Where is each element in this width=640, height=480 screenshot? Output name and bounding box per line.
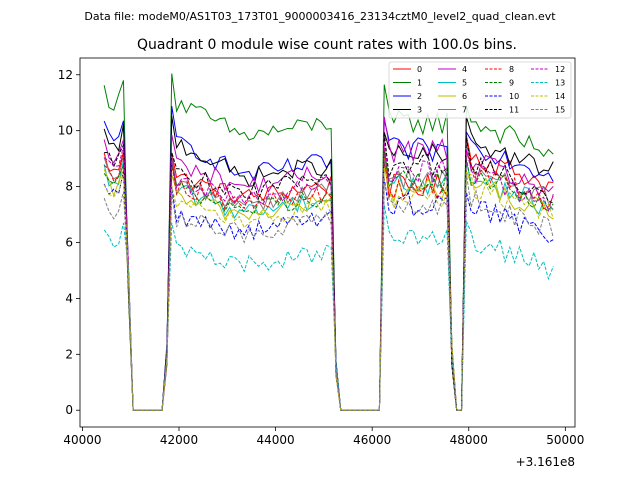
legend-label-8: 8 bbox=[509, 65, 514, 74]
series-line-10 bbox=[103, 171, 554, 411]
x-tick-label: 48000 bbox=[450, 433, 488, 447]
y-axis: 0 2 4 6 8 10 12 bbox=[58, 68, 80, 417]
legend-label-2: 2 bbox=[417, 92, 422, 101]
legend-box bbox=[388, 61, 572, 119]
legend-label-3: 3 bbox=[417, 106, 422, 115]
y-tick-label: 4 bbox=[65, 291, 73, 305]
series-line-9 bbox=[103, 149, 554, 411]
legend-label-1: 1 bbox=[417, 79, 422, 88]
y-tick-label: 8 bbox=[65, 180, 73, 194]
legend-label-7: 7 bbox=[462, 106, 467, 115]
series-line-14 bbox=[103, 167, 554, 411]
series-line-15 bbox=[103, 173, 554, 411]
legend-label-13: 13 bbox=[555, 79, 565, 88]
figure-suptitle: Data file: modeM0/AS1T03_173T01_90000034… bbox=[84, 10, 556, 23]
legend-label-9: 9 bbox=[509, 79, 514, 88]
legend-label-4: 4 bbox=[462, 65, 467, 74]
legend-label-5: 5 bbox=[462, 79, 467, 88]
plot-area bbox=[80, 58, 575, 427]
legend-label-15: 15 bbox=[555, 106, 565, 115]
chart-title: Quadrant 0 module wise count rates with … bbox=[137, 37, 517, 53]
legend-label-12: 12 bbox=[555, 65, 565, 74]
series-line-13 bbox=[103, 205, 554, 411]
legend-label-0: 0 bbox=[417, 65, 422, 74]
y-tick-label: 12 bbox=[58, 68, 73, 82]
x-axis: 40000 42000 44000 46000 48000 50000 bbox=[63, 427, 584, 447]
legend-label-10: 10 bbox=[509, 92, 519, 101]
series-layer bbox=[103, 73, 554, 411]
series-line-11 bbox=[104, 132, 554, 411]
x-offset-label: +3.161e8 bbox=[516, 455, 575, 469]
series-line-1 bbox=[103, 73, 554, 411]
legend-label-14: 14 bbox=[555, 92, 565, 101]
series-line-6 bbox=[103, 153, 554, 411]
y-tick-label: 6 bbox=[65, 236, 73, 250]
x-tick-label: 40000 bbox=[63, 433, 101, 447]
series-line-3 bbox=[103, 116, 554, 411]
y-tick-label: 10 bbox=[58, 124, 73, 138]
series-line-12 bbox=[103, 142, 554, 411]
y-tick-label: 0 bbox=[65, 403, 73, 417]
x-tick-label: 46000 bbox=[353, 433, 391, 447]
x-tick-label: 44000 bbox=[256, 433, 294, 447]
x-tick-label: 42000 bbox=[160, 433, 198, 447]
series-line-0 bbox=[103, 135, 554, 411]
legend-label-6: 6 bbox=[462, 92, 467, 101]
x-tick-label: 50000 bbox=[546, 433, 584, 447]
y-tick-label: 2 bbox=[65, 347, 73, 361]
legend-label-11: 11 bbox=[509, 106, 519, 115]
